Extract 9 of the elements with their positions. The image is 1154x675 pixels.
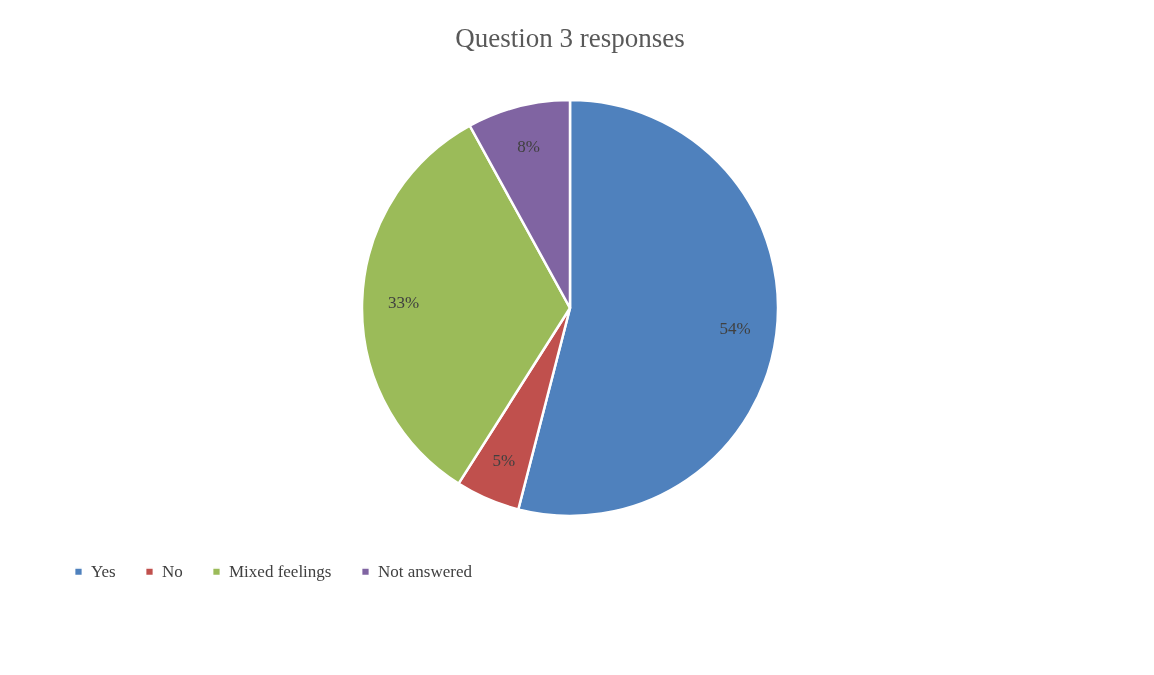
data-label: 33% [388,292,420,312]
data-label: 54% [719,318,751,338]
legend-label: No [162,561,183,581]
chart-title: Question 3 responses [455,23,685,53]
data-label: 5% [492,450,516,470]
legend-label: Not answered [378,561,473,581]
data-label: 8% [517,136,540,156]
legend-label: Mixed feelings [229,561,332,581]
legend-label: Yes [91,561,116,581]
